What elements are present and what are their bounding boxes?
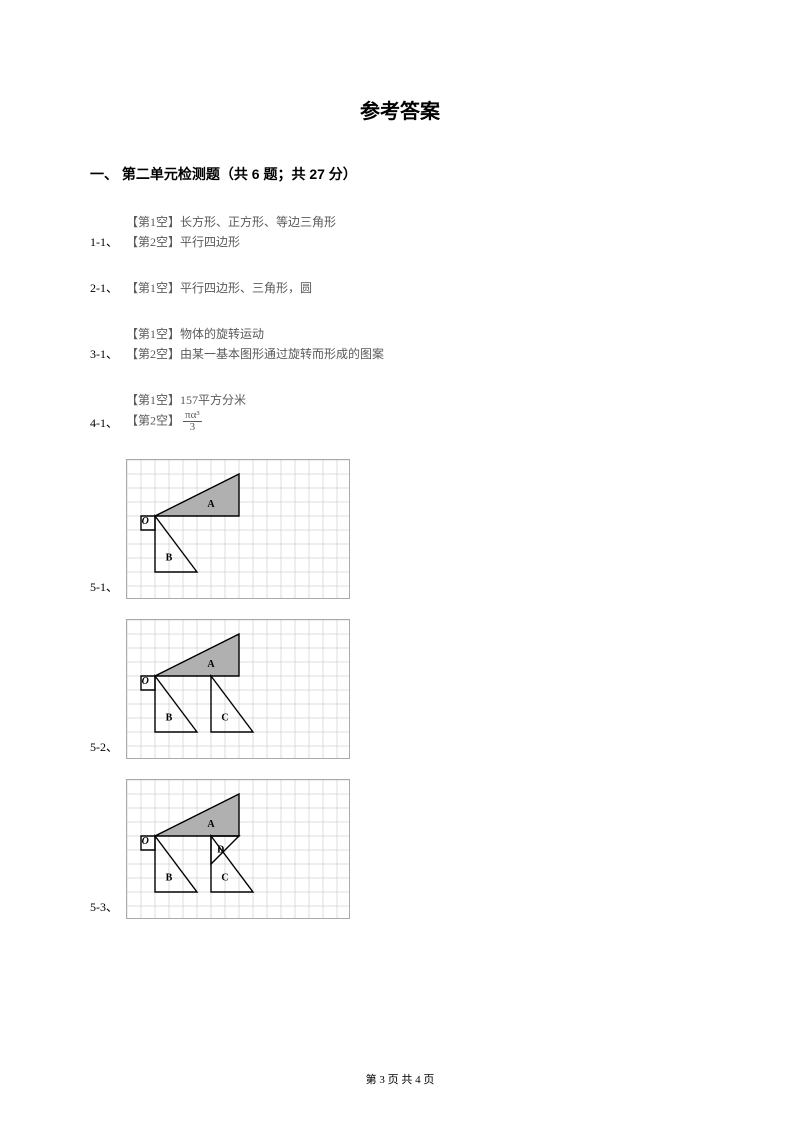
- diagram-5-1: O A B 5-1、: [90, 459, 710, 599]
- svg-text:C: C: [221, 872, 228, 883]
- svg-text:B: B: [166, 712, 173, 723]
- diagram-5-3: O A B C D 5-3、: [90, 779, 710, 919]
- answer-q3: 【第1空】物体的旋转运动 【第2空】由某一基本图形通过旋转而形成的图案 3-1、: [90, 324, 710, 364]
- grid-svg-3: O A B C D: [126, 779, 350, 919]
- answer-q2: 【第1空】平行四边形、三角形，圆 2-1、: [90, 278, 710, 298]
- answer-q4: 【第1空】157平方分米 【第2空】 πα³ 3 4-1、: [90, 390, 710, 433]
- section-header: 一、 第二单元检测题（共 6 题；共 27 分）: [90, 164, 710, 184]
- svg-text:C: C: [221, 712, 228, 723]
- q2-line1: 【第1空】平行四边形、三角形，圆: [126, 278, 710, 298]
- q1-num: 1-1、: [90, 233, 118, 250]
- q4-line2: 【第2空】 πα³ 3: [126, 410, 710, 433]
- q3-line2: 【第2空】由某一基本图形通过旋转而形成的图案: [126, 344, 710, 364]
- q1-line2: 【第2空】平行四边形: [126, 232, 710, 252]
- svg-text:B: B: [166, 552, 173, 563]
- q4-frac-den: 3: [183, 422, 202, 433]
- q3-line1: 【第1空】物体的旋转运动: [126, 324, 710, 344]
- diagram-5-2: O A B C 5-2、: [90, 619, 710, 759]
- grid-svg-1: O A B: [126, 459, 350, 599]
- svg-text:B: B: [166, 872, 173, 883]
- grid-svg-2: O A B C: [126, 619, 350, 759]
- svg-text:A: A: [207, 819, 215, 830]
- d2-num: 5-2、: [90, 738, 118, 755]
- svg-text:O: O: [142, 676, 149, 687]
- page-footer: 第 3 页 共 4 页: [0, 1071, 800, 1087]
- q4-fraction: πα³ 3: [183, 410, 202, 433]
- q4-num: 4-1、: [90, 414, 118, 431]
- svg-text:A: A: [207, 659, 215, 670]
- page-title: 参考答案: [90, 95, 710, 124]
- svg-text:A: A: [207, 499, 215, 510]
- q2-num: 2-1、: [90, 279, 118, 296]
- svg-text:O: O: [142, 516, 149, 527]
- svg-text:D: D: [217, 844, 224, 855]
- answer-q1: 【第1空】长方形、正方形、等边三角形 【第2空】平行四边形 1-1、: [90, 212, 710, 252]
- svg-text:O: O: [142, 836, 149, 847]
- d3-num: 5-3、: [90, 898, 118, 915]
- q3-num: 3-1、: [90, 345, 118, 362]
- q4-line2-prefix: 【第2空】: [126, 413, 180, 427]
- q4-line1: 【第1空】157平方分米: [126, 390, 710, 410]
- d1-num: 5-1、: [90, 578, 118, 595]
- q1-line1: 【第1空】长方形、正方形、等边三角形: [126, 212, 710, 232]
